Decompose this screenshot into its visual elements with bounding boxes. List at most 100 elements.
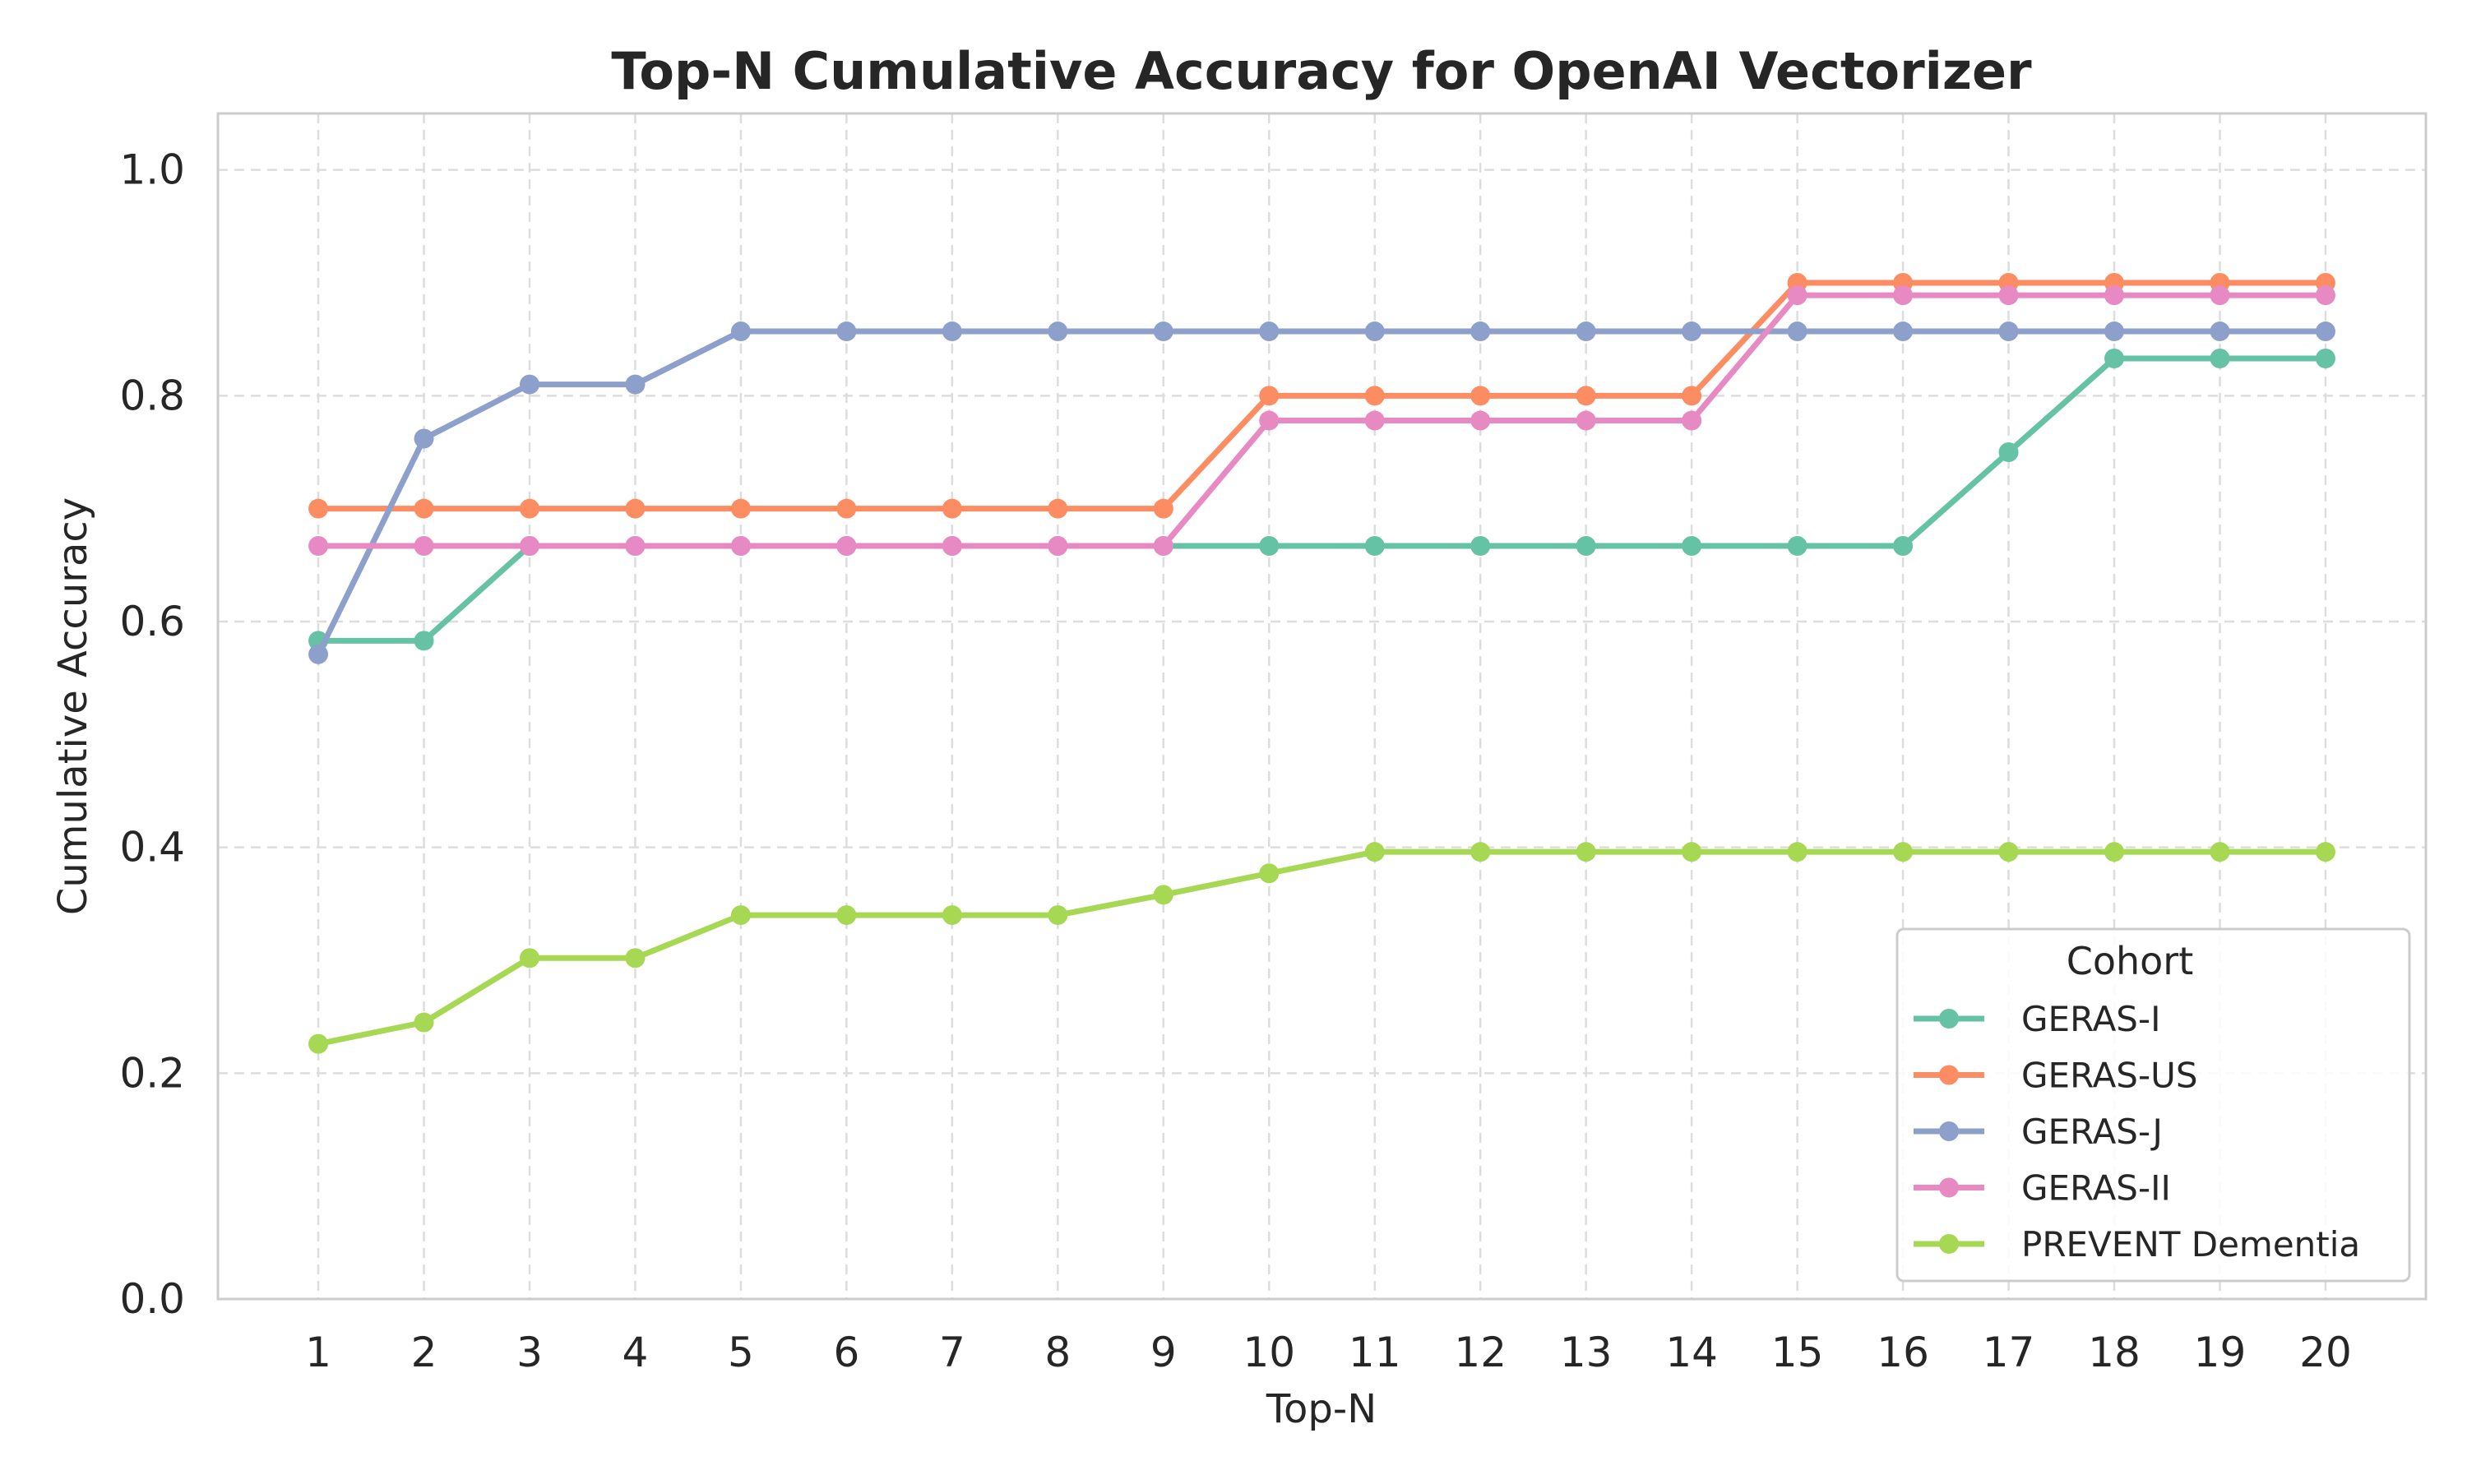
legend-label: GERAS-US <box>2021 1056 2198 1096</box>
x-tick-label: 16 <box>1877 1329 1929 1376</box>
data-point <box>1682 535 1702 556</box>
data-point <box>308 498 329 519</box>
data-point <box>836 498 857 519</box>
x-tick-label: 15 <box>1771 1329 1824 1376</box>
data-point <box>308 535 329 556</box>
data-point <box>730 498 751 519</box>
data-point <box>2210 285 2230 306</box>
data-point <box>519 948 539 969</box>
data-point <box>1576 535 1596 556</box>
y-tick-label: 1.0 <box>119 146 185 194</box>
series-geras-j <box>308 321 2335 664</box>
y-tick-label: 0.2 <box>119 1049 185 1097</box>
data-point <box>1470 535 1491 556</box>
data-point <box>836 321 857 342</box>
x-tick-label: 18 <box>2088 1329 2141 1376</box>
x-tick-label: 1 <box>305 1329 331 1376</box>
legend-label: PREVENT Dementia <box>2021 1224 2360 1264</box>
data-point <box>1470 321 1491 342</box>
legend-marker <box>1939 1009 1959 1029</box>
y-tick-label: 0.0 <box>119 1275 185 1323</box>
legend-item: GERAS-II <box>1914 1168 2171 1209</box>
data-point <box>1998 842 2019 862</box>
data-point <box>1259 535 1280 556</box>
data-point <box>1153 321 1173 342</box>
data-point <box>1576 321 1596 342</box>
data-point <box>1893 842 1914 862</box>
series-line <box>315 328 2329 658</box>
data-point <box>1364 321 1385 342</box>
data-point <box>1048 498 1068 519</box>
data-point <box>625 948 646 969</box>
legend-item: GERAS-I <box>1914 999 2161 1039</box>
data-point <box>1998 321 2019 342</box>
data-point <box>1787 321 1807 342</box>
series-group <box>308 273 2335 1054</box>
data-point <box>1787 842 1807 862</box>
legend-title: Cohort <box>2067 939 2194 983</box>
x-tick-label: 13 <box>1560 1329 1613 1376</box>
data-point <box>414 428 434 449</box>
data-point <box>942 905 962 926</box>
series-line <box>315 292 2329 549</box>
y-tick-label: 0.4 <box>119 824 185 871</box>
data-point <box>1682 410 1702 431</box>
legend-marker <box>1939 1177 1959 1198</box>
data-point <box>942 321 962 342</box>
data-point <box>2315 842 2335 862</box>
data-point <box>414 1012 434 1033</box>
series-geras-ii <box>308 285 2335 556</box>
data-point <box>308 1033 329 1054</box>
x-tick-label: 8 <box>1044 1329 1071 1376</box>
x-tick-labels: 1 2 3 4 5 6 7 8 9 10 11 12 13 14 15 16 17 18 19 20 <box>305 1329 2352 1376</box>
y-tick-labels: 0.0 0.2 0.4 0.6 0.8 1.0 <box>119 146 185 1323</box>
data-point <box>2210 349 2230 369</box>
data-point <box>2210 321 2230 342</box>
data-point <box>1470 410 1491 431</box>
data-point <box>942 535 962 556</box>
data-point <box>1153 885 1173 905</box>
data-point <box>1893 321 1914 342</box>
data-point <box>836 535 857 556</box>
legend-label: GERAS-J <box>2021 1112 2163 1152</box>
data-point <box>1048 321 1068 342</box>
x-tick-label: 9 <box>1150 1329 1177 1376</box>
legend-label: GERAS-I <box>2021 999 2161 1039</box>
data-point <box>1470 386 1491 406</box>
data-point <box>1364 410 1385 431</box>
legend-box <box>1895 927 2411 1283</box>
data-point <box>1364 842 1385 862</box>
y-tick-label: 0.6 <box>119 598 185 645</box>
data-point <box>308 644 329 664</box>
data-point <box>2315 285 2335 306</box>
data-point <box>1998 285 2019 306</box>
data-point <box>1893 285 1914 306</box>
data-point <box>1787 535 1807 556</box>
data-point <box>414 498 434 519</box>
x-tick-label: 6 <box>833 1329 859 1376</box>
chart-title: Top-N Cumulative Accuracy for OpenAI Vec… <box>611 41 2032 101</box>
data-point <box>1682 321 1702 342</box>
data-point <box>1682 386 1702 406</box>
legend-items: GERAS-I GERAS-US GERAS-J GERAS-II PREVENT De… <box>1914 999 2360 1264</box>
data-point <box>1153 498 1173 519</box>
data-point <box>625 498 646 519</box>
data-point <box>2210 842 2230 862</box>
data-point <box>1153 535 1173 556</box>
legend-item: GERAS-J <box>1914 1112 2163 1152</box>
x-tick-label: 5 <box>728 1329 754 1376</box>
data-point <box>2104 285 2125 306</box>
data-point <box>1998 442 2019 462</box>
data-point <box>1576 842 1596 862</box>
data-point <box>2315 321 2335 342</box>
x-tick-label: 17 <box>1983 1329 2035 1376</box>
legend-marker <box>1939 1065 1959 1085</box>
data-point <box>1048 905 1068 926</box>
data-point <box>730 535 751 556</box>
data-point <box>1576 386 1596 406</box>
data-point <box>1259 863 1280 884</box>
x-tick-label: 20 <box>2299 1329 2352 1376</box>
legend-marker <box>1939 1121 1959 1141</box>
